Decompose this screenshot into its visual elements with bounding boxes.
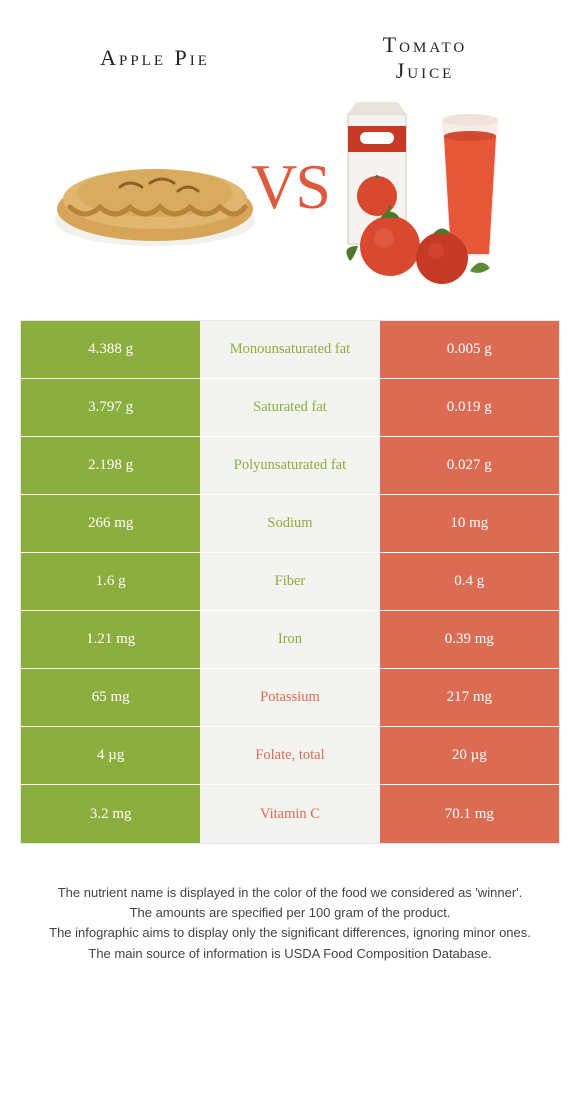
footer-line: The nutrient name is displayed in the co… [30,884,550,902]
left-value-cell: 1.21 mg [21,611,200,668]
right-value-cell: 0.39 mg [380,611,559,668]
table-row: 4 µgFolate, total20 µg [21,727,559,785]
vs-label: VS [251,150,329,224]
right-value-cell: 10 mg [380,495,559,552]
nutrient-label-cell: Polyunsaturated fat [200,437,379,494]
footer-line: The amounts are specified per 100 gram o… [30,904,550,922]
left-value-cell: 1.6 g [21,553,200,610]
footer-line: The infographic aims to display only the… [30,924,550,942]
table-row: 2.198 gPolyunsaturated fat0.027 g [21,437,559,495]
footer-line: The main source of information is USDA F… [30,945,550,963]
table-row: 4.388 gMonounsaturated fat0.005 g [21,321,559,379]
apple-pie-icon [45,106,265,276]
table-row: 3.797 gSaturated fat0.019 g [21,379,559,437]
right-food-title: Tomato Juice [383,30,468,86]
right-value-cell: 0.4 g [380,553,559,610]
left-food-header: Apple Pie [20,30,290,276]
right-value-cell: 70.1 mg [380,785,559,843]
nutrient-comparison-table: 4.388 gMonounsaturated fat0.005 g3.797 g… [20,320,560,844]
left-value-cell: 3.797 g [21,379,200,436]
left-value-cell: 65 mg [21,669,200,726]
nutrient-label-cell: Saturated fat [200,379,379,436]
right-value-cell: 0.027 g [380,437,559,494]
nutrient-label-cell: Sodium [200,495,379,552]
left-food-title: Apple Pie [100,30,210,86]
nutrient-label-cell: Iron [200,611,379,668]
table-row: 266 mgSodium10 mg [21,495,559,553]
left-value-cell: 266 mg [21,495,200,552]
left-value-cell: 4.388 g [21,321,200,378]
table-row: 3.2 mgVitamin C70.1 mg [21,785,559,843]
nutrient-label-cell: Fiber [200,553,379,610]
right-value-cell: 0.019 g [380,379,559,436]
nutrient-label-cell: Vitamin C [200,785,379,843]
footer-notes: The nutrient name is displayed in the co… [0,844,580,963]
right-food-header: Tomato Juice [290,30,560,276]
table-row: 1.6 gFiber0.4 g [21,553,559,611]
table-row: 65 mgPotassium217 mg [21,669,559,727]
tomato-juice-icon [315,106,535,276]
right-value-cell: 0.005 g [380,321,559,378]
table-row: 1.21 mgIron0.39 mg [21,611,559,669]
left-value-cell: 4 µg [21,727,200,784]
nutrient-label-cell: Folate, total [200,727,379,784]
left-value-cell: 2.198 g [21,437,200,494]
nutrient-label-cell: Potassium [200,669,379,726]
right-value-cell: 217 mg [380,669,559,726]
comparison-header: Apple Pie VS Tomato Juice [0,0,580,310]
nutrient-label-cell: Monounsaturated fat [200,321,379,378]
left-value-cell: 3.2 mg [21,785,200,843]
right-value-cell: 20 µg [380,727,559,784]
